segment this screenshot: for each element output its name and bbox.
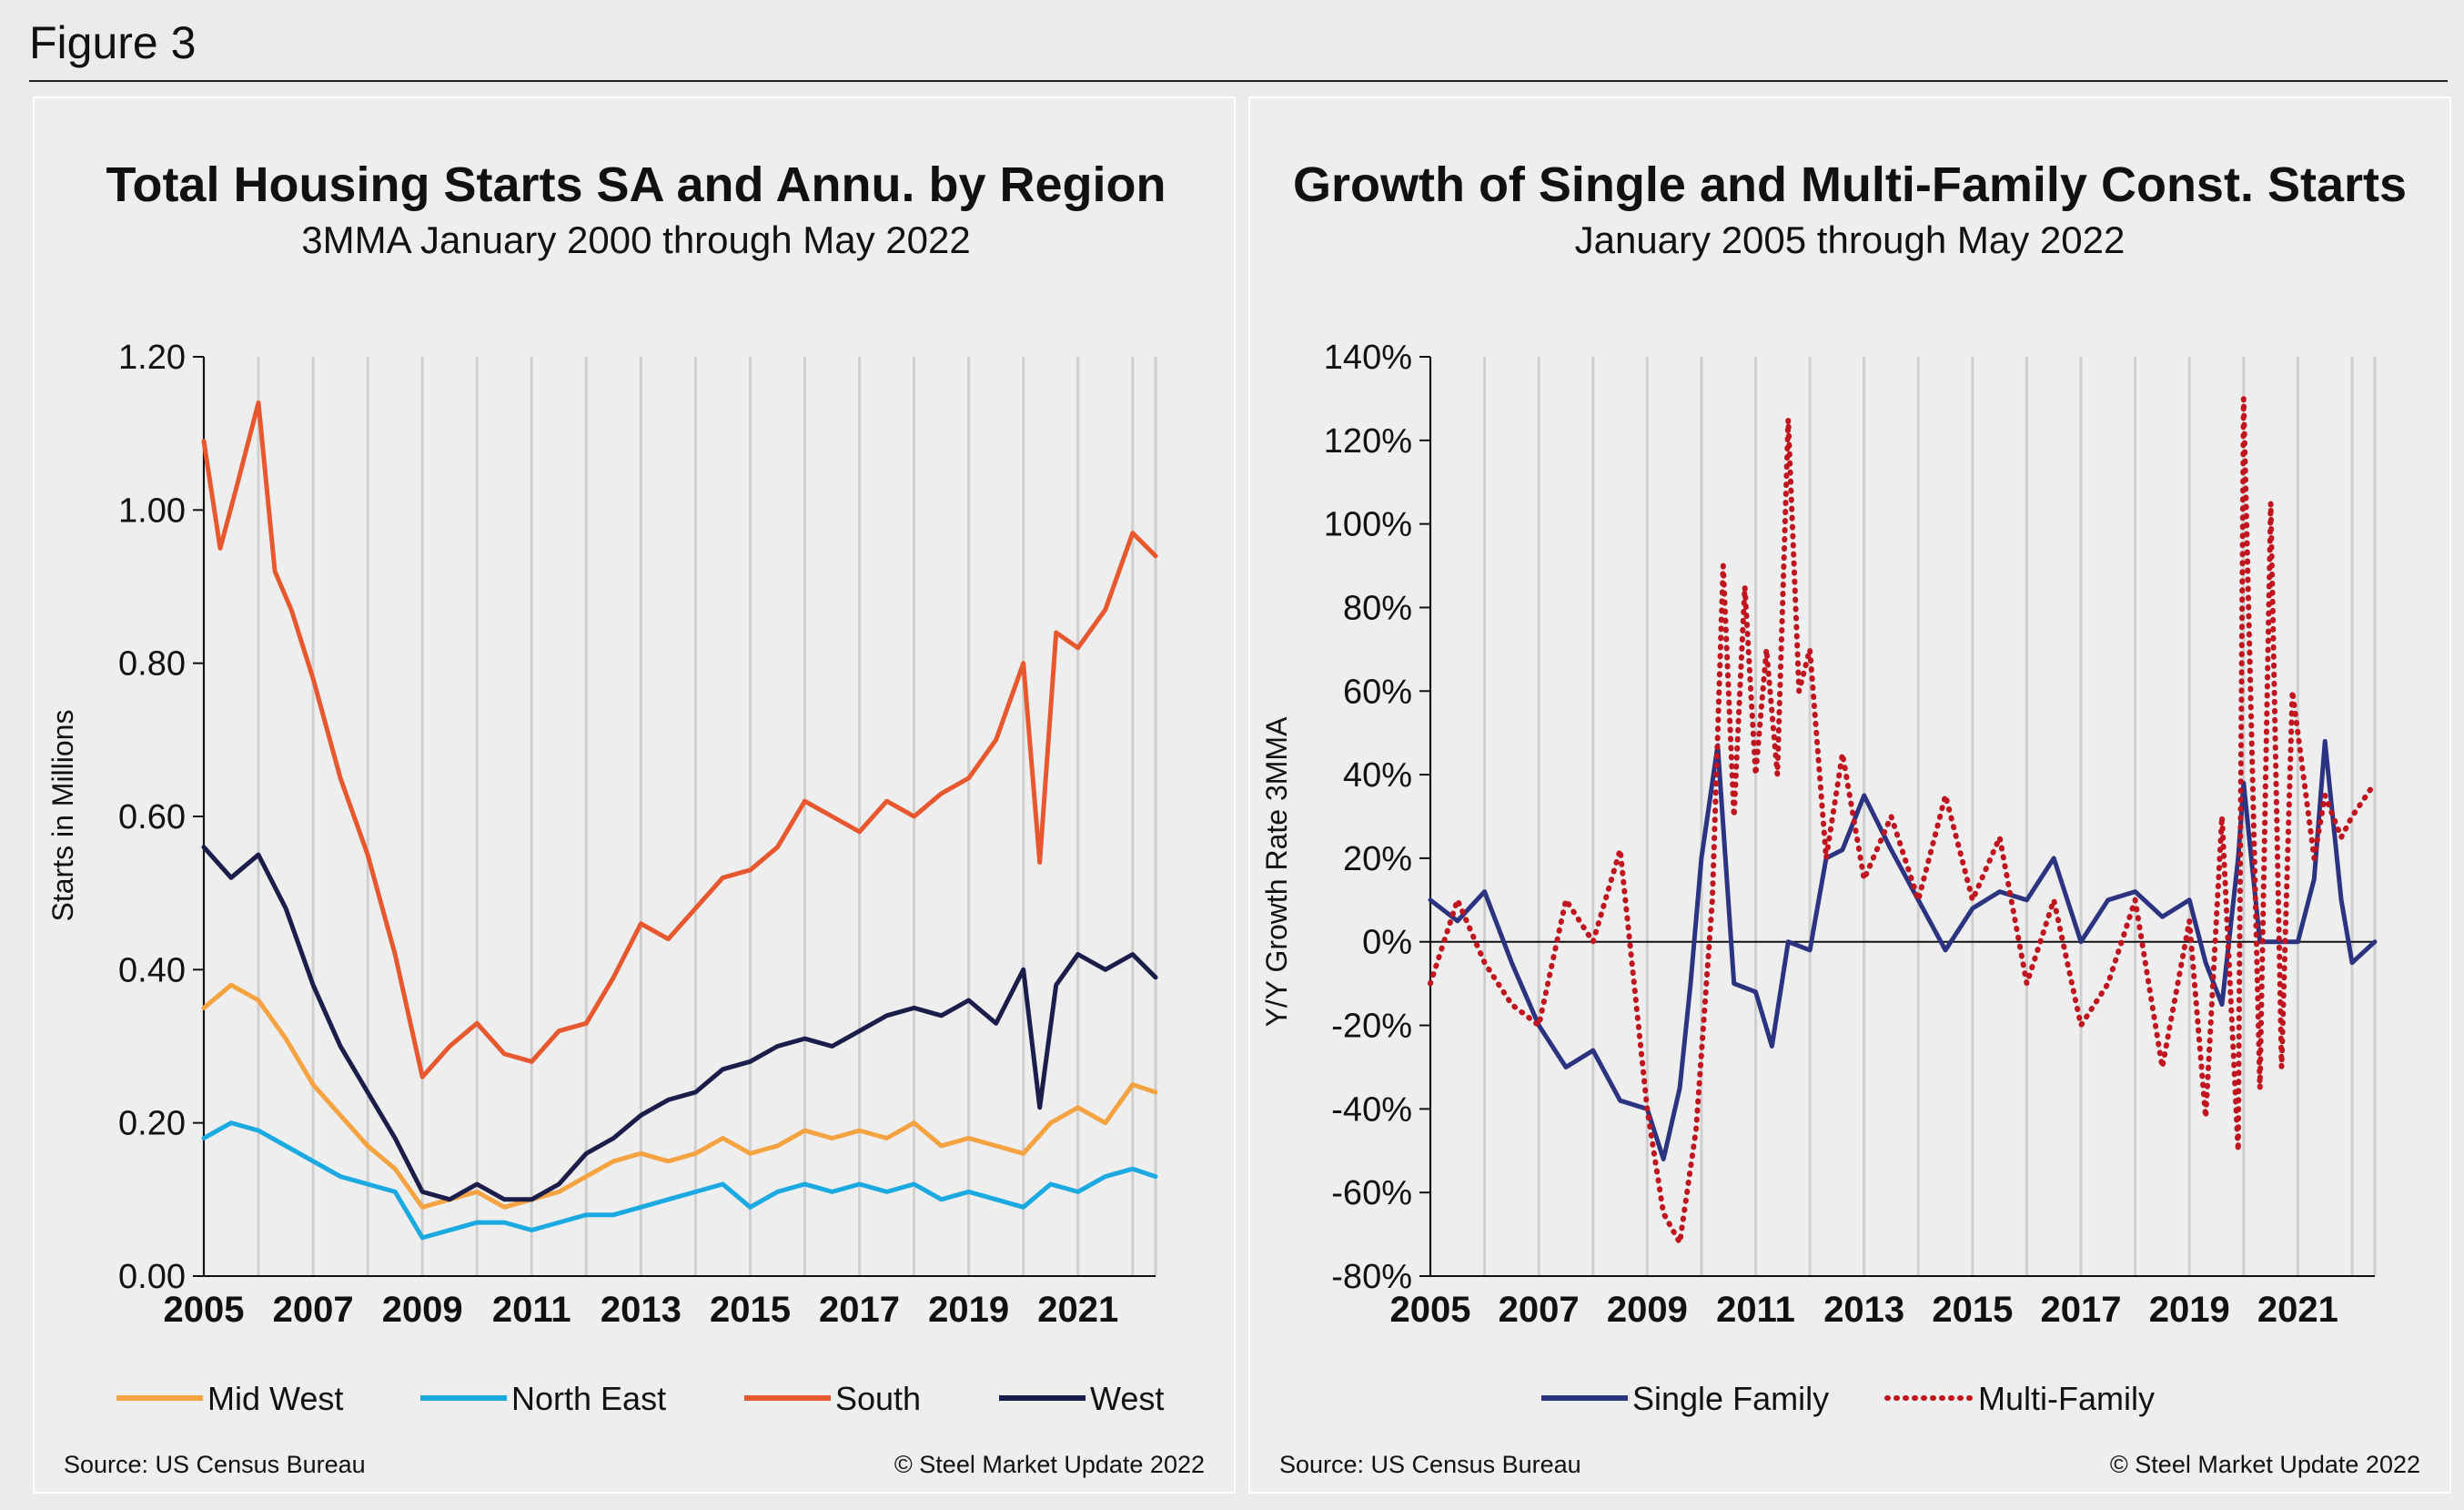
- legend-label-south: South: [835, 1380, 921, 1417]
- y-tick-label: -20%: [1331, 1008, 1412, 1046]
- x-tick-label: 2017: [2041, 1290, 2122, 1330]
- legend: Single Family Multi-Family: [1541, 1380, 2155, 1417]
- legend-label-single-family: Single Family: [1632, 1380, 1829, 1417]
- grid: [1429, 357, 2377, 1276]
- source-note: Source: US Census Bureau: [64, 1451, 366, 1478]
- series-lines: [1428, 395, 2378, 1246]
- series-lines: [201, 400, 1158, 1241]
- tick-labels: 0.00 0.20 0.40 0.60 0.80 1.00 1.20 2005 2007 2009…: [118, 339, 1156, 1330]
- x-tick-label: 2015: [710, 1290, 791, 1330]
- chart-panel-growth: Growth of Single and Multi-Family Const.…: [1248, 96, 2451, 1494]
- chart-subtitle: 3MMA January 2000 through May 2022: [301, 218, 970, 261]
- chart-title: Total Housing Starts SA and Annu. by Reg…: [106, 157, 1166, 212]
- source-note: Source: US Census Bureau: [1279, 1451, 1581, 1478]
- chart-panel-regions: Total Housing Starts SA and Annu. by Reg…: [33, 96, 1236, 1494]
- series-line-multi-family: [1428, 395, 2378, 1246]
- x-tick-label: 2011: [492, 1290, 571, 1330]
- legend-label-multi-family: Multi-Family: [1978, 1380, 2155, 1417]
- y-tick-label: 0.80: [118, 645, 186, 684]
- y-tick-label: 100%: [1324, 506, 1412, 544]
- y-tick-label: 1.00: [118, 492, 186, 530]
- y-tick-label: 0%: [1362, 924, 1412, 962]
- y-tick-label: 20%: [1343, 840, 1412, 878]
- x-tick-label: 2007: [273, 1290, 354, 1330]
- y-tick-label: -60%: [1331, 1174, 1412, 1212]
- growth-chart-svg: Growth of Single and Multi-Family Const.…: [1260, 157, 2420, 1478]
- y-axis-label: Y/Y Growth Rate 3MMA: [1260, 716, 1293, 1028]
- x-tick-label: 2021: [2257, 1290, 2338, 1330]
- x-tick-label: 2019: [2149, 1290, 2230, 1330]
- y-tick-label: -80%: [1331, 1258, 1412, 1296]
- x-tick-label: 2013: [1823, 1290, 1904, 1330]
- legend: Mid West North East South West: [116, 1380, 1164, 1417]
- series-line-single-family: [1428, 738, 2378, 1161]
- y-tick-label: -40%: [1331, 1090, 1412, 1129]
- copyright-note: © Steel Market Update 2022: [2110, 1451, 2420, 1478]
- legend-label-west: West: [1090, 1380, 1164, 1417]
- series-line-west: [201, 845, 1158, 1202]
- copyright-note: © Steel Market Update 2022: [894, 1451, 1205, 1478]
- chart-subtitle: January 2005 through May 2022: [1575, 218, 2126, 261]
- x-tick-label: 2007: [1499, 1290, 1580, 1330]
- legend-label-mid-west: Mid West: [207, 1380, 343, 1417]
- grid: [202, 357, 1157, 1276]
- y-tick-label: 80%: [1343, 589, 1412, 627]
- y-tick-label: 0.40: [118, 951, 186, 989]
- x-tick-label: 2009: [1607, 1290, 1688, 1330]
- series-line-south: [201, 400, 1158, 1079]
- regions-chart-svg: Total Housing Starts SA and Annu. by Reg…: [46, 157, 1205, 1478]
- tick-labels: -80% -60% -40% -20% 0% 20% 40% 60% 80% 100% 120% 14…: [1324, 339, 2375, 1330]
- x-tick-label: 2017: [819, 1290, 900, 1330]
- figure-label: Figure 3: [29, 17, 197, 68]
- y-tick-label: 140%: [1324, 339, 1412, 377]
- x-tick-label: 2019: [928, 1290, 1009, 1330]
- y-tick-label: 60%: [1343, 673, 1412, 711]
- x-tick-label: 2015: [1932, 1290, 2013, 1330]
- x-tick-label: 2009: [382, 1290, 463, 1330]
- series-line-mid-west: [201, 982, 1158, 1210]
- y-tick-label: 0.60: [118, 798, 186, 836]
- y-tick-label: 40%: [1343, 756, 1412, 795]
- chart-title: Growth of Single and Multi-Family Const.…: [1293, 157, 2407, 212]
- x-tick-label: 2013: [601, 1290, 682, 1330]
- series-line-north-east: [201, 1120, 1158, 1241]
- y-axis-label: Starts in Millions: [46, 710, 79, 922]
- y-tick-label: 0.00: [118, 1258, 186, 1296]
- figure-rule: [29, 80, 2448, 82]
- y-tick-label: 0.20: [118, 1105, 186, 1143]
- y-tick-label: 1.20: [118, 339, 186, 377]
- x-tick-label: 2011: [1716, 1290, 1795, 1330]
- y-tick-label: 120%: [1324, 422, 1412, 461]
- x-tick-label: 2021: [1037, 1290, 1118, 1330]
- x-tick-label: 2005: [1390, 1290, 1471, 1330]
- legend-label-north-east: North East: [511, 1380, 666, 1417]
- x-tick-label: 2005: [164, 1290, 245, 1330]
